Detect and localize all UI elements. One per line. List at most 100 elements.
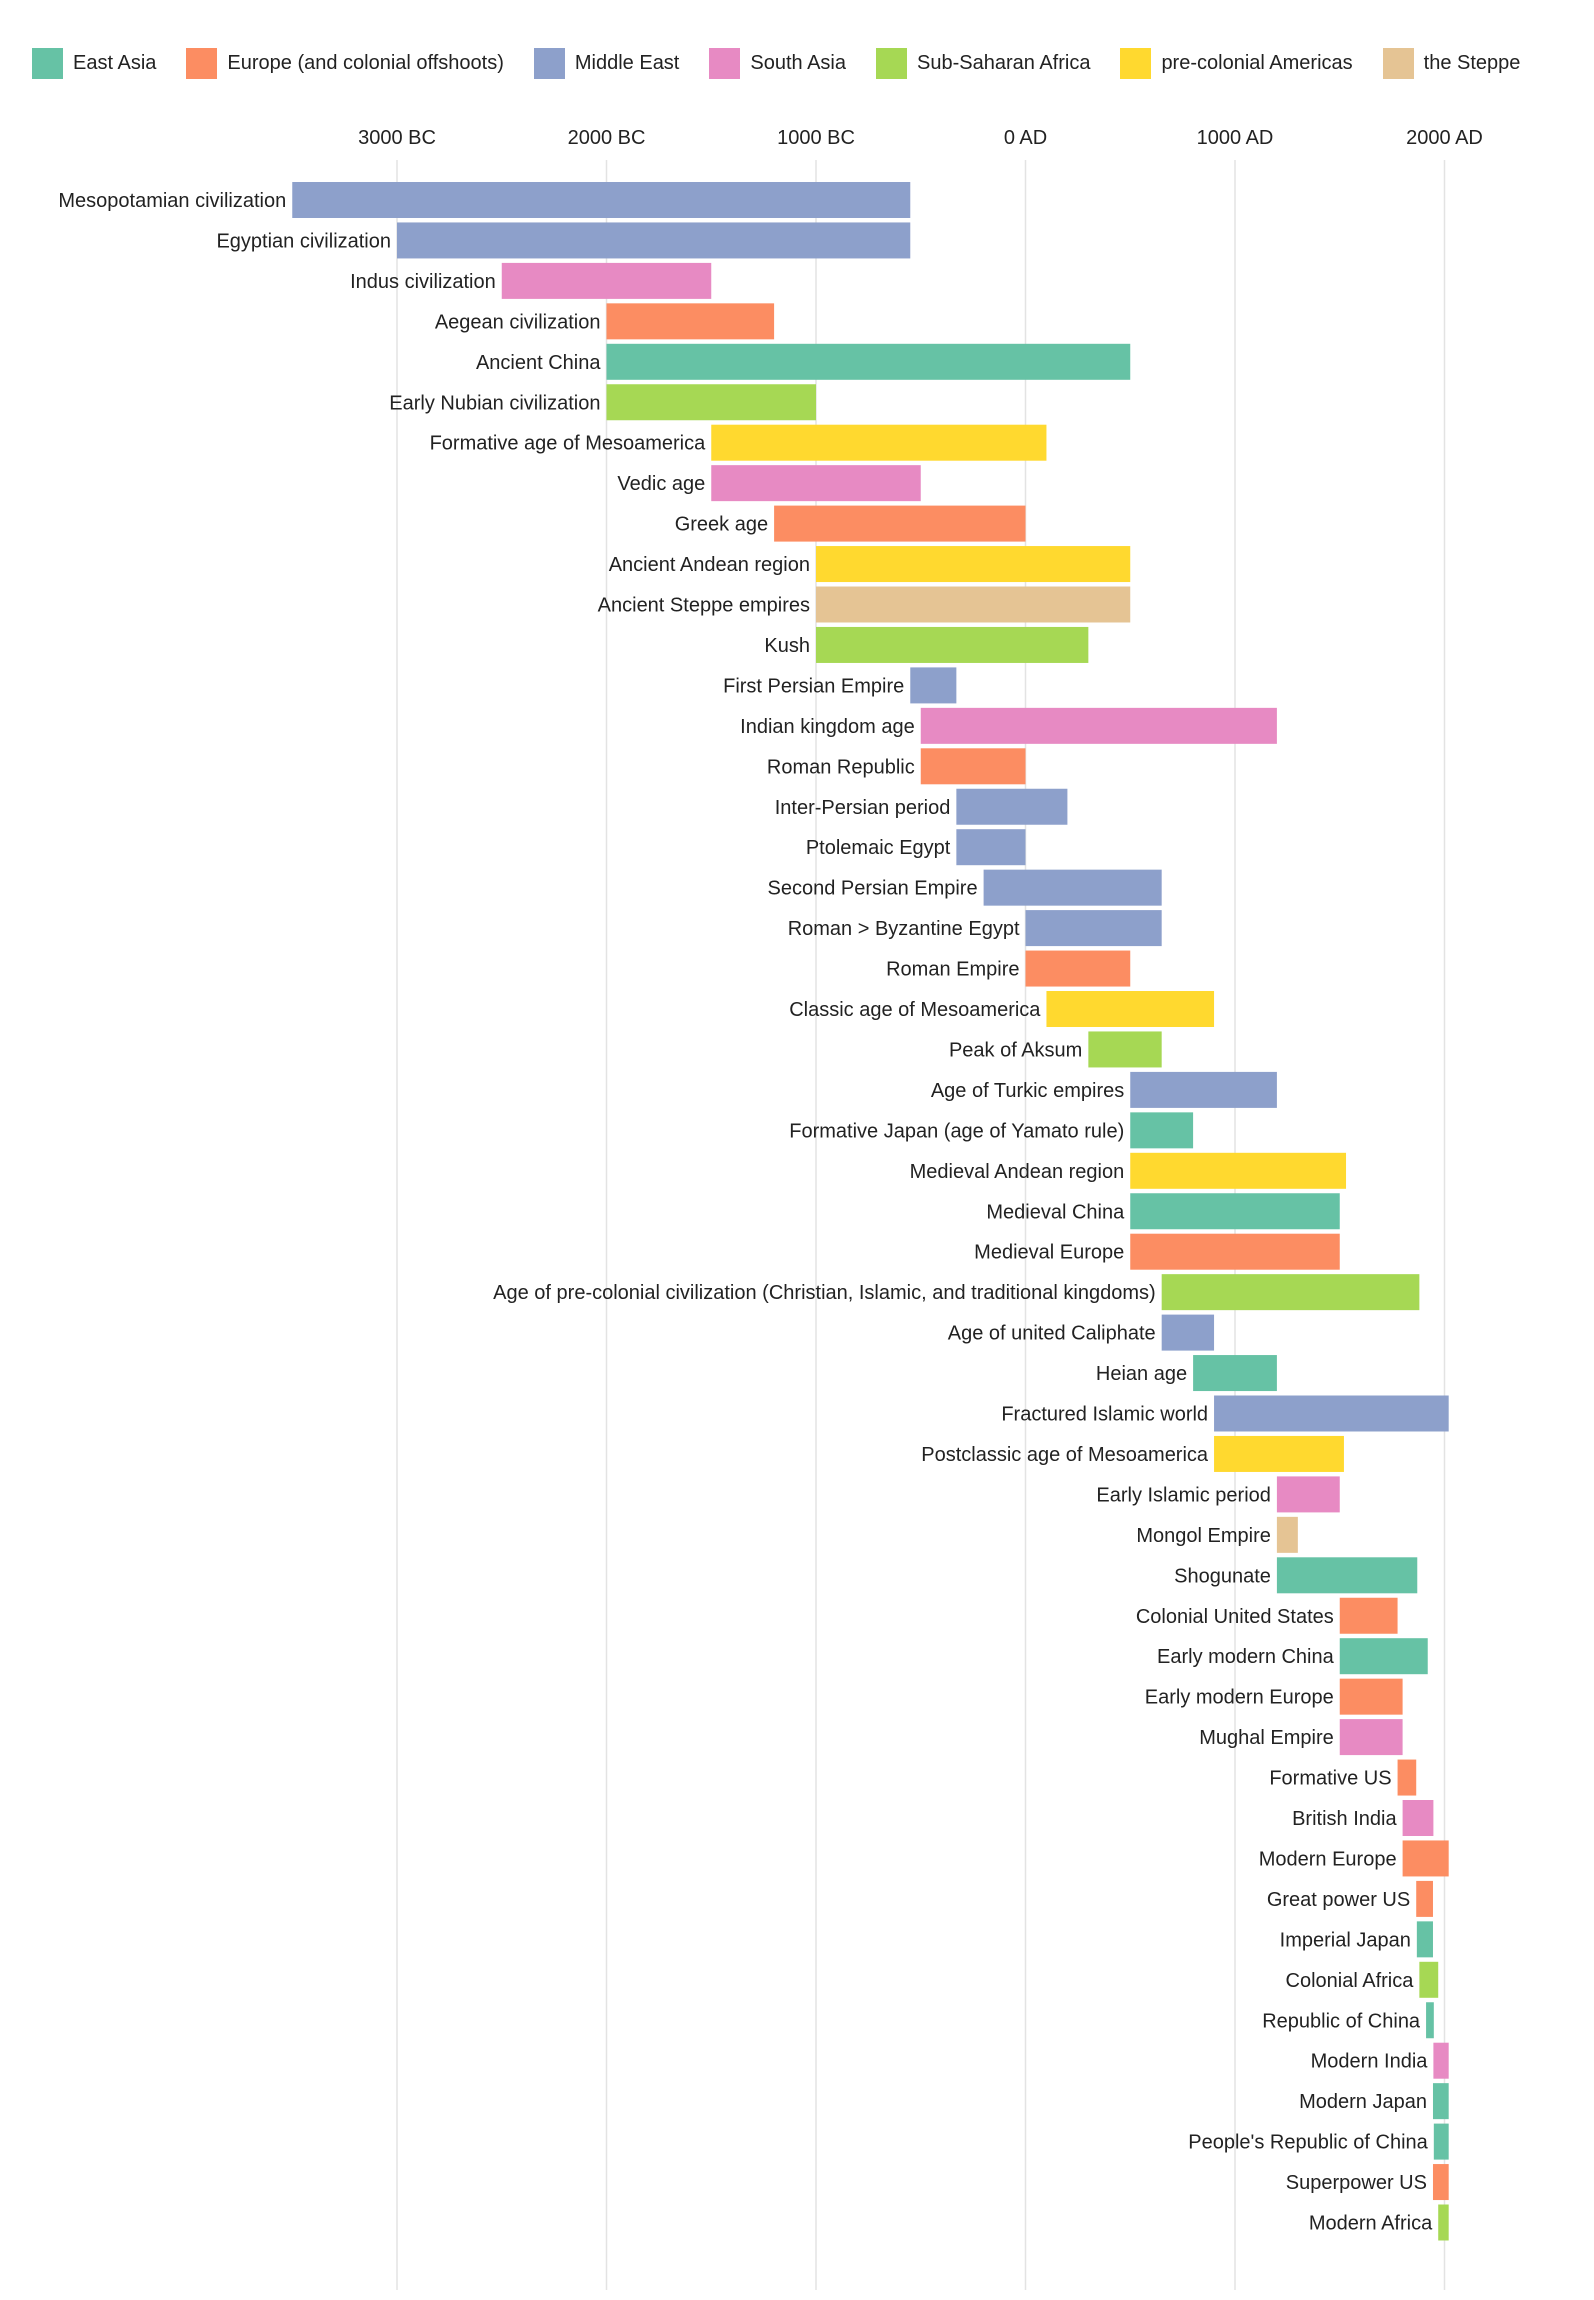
bars-group [292,182,1449,2241]
bar-label: Modern Japan [1299,2091,1427,2113]
bar-label: Early modern China [1157,1646,1335,1668]
bar-label: Medieval China [986,1201,1125,1223]
legend-item-east-asia: East Asia [32,48,156,79]
bar-label: Early Nubian civilization [389,392,600,414]
bar-label: Early Islamic period [1096,1484,1271,1506]
legend-swatch [32,48,63,79]
x-axis-ticks: 3000 BC 2000 BC 1000 BC 0 AD 1000 AD 2000 AD [358,127,1483,149]
x-tick-label: 1000 AD [1197,127,1274,149]
bar-label: Imperial Japan [1280,1929,1411,1951]
legend-item-pre-colonial-americas: pre-colonial Americas [1120,48,1353,79]
bar-british-india [1402,1800,1434,1836]
legend-swatch [876,48,907,79]
bar-formative-japan-age-of-yamato-rule [1130,1112,1194,1149]
bar-label: Vedic age [617,473,705,495]
bar-label: Aegean civilization [435,311,601,333]
bar-mesopotamian-civilization [292,182,911,218]
bar-label: Ancient Andean region [609,554,810,576]
legend-label: the Steppe [1423,52,1521,74]
bar-label: Inter-Persian period [775,797,951,819]
bar-mughal-empire [1339,1719,1403,1756]
bar-republic-of-china [1426,2002,1434,2039]
bar-label: Age of pre-colonial civilization (Christ… [493,1282,1156,1304]
legend-label: East Asia [73,52,157,74]
bar-superpower-us [1432,2164,1449,2201]
bar-ancient-steppe-empires [816,586,1131,623]
bar-label: Early modern Europe [1145,1687,1334,1709]
bar-label: Second Persian Empire [767,878,977,900]
legend-swatch [709,48,741,79]
legend-label: South Asia [750,52,846,74]
bar-label: Mongol Empire [1136,1525,1271,1547]
legend-item-sub-saharan-africa: Sub-Saharan Africa [876,48,1090,79]
bar-label: Indus civilization [350,271,496,293]
bar-age-of-turkic-empires [1130,1071,1277,1108]
bar-label: Classic age of Mesoamerica [789,999,1041,1021]
legend-item-europe-and-colonial-offshoots: Europe (and colonial offshoots) [186,48,504,79]
bar-label: Modern Africa [1309,2213,1433,2235]
bar-early-nubian-civilization [606,384,816,421]
legend-label: Sub-Saharan Africa [917,52,1091,74]
bar-label: First Persian Empire [723,675,904,697]
bar-label: Formative US [1269,1768,1391,1790]
bar-medieval-andean-region [1130,1152,1347,1189]
bar-label: Modern India [1311,2051,1429,2073]
bar-colonial-africa [1419,1961,1439,1998]
bar-shogunate [1276,1557,1418,1594]
bar-aegean-civilization [606,303,775,340]
x-tick-label: 2000 AD [1406,127,1483,149]
bar-ancient-andean-region [816,546,1131,583]
bar-labels-group: Mesopotamian civilization Egyptian civili… [58,190,1433,2235]
chart-legend: East Asia Europe (and colonial offshoots)… [32,48,1550,79]
bar-label: Modern Europe [1259,1848,1397,1870]
bar-label: Mesopotamian civilization [58,190,286,212]
bar-people-s-republic-of-china [1433,2123,1449,2160]
bar-label: Great power US [1267,1889,1410,1911]
bar-label: Egyptian civilization [216,230,391,252]
bar-early-modern-europe [1339,1678,1403,1715]
bar-label: Fractured Islamic world [1001,1404,1208,1426]
bar-modern-europe [1402,1840,1449,1877]
legend-item-middle-east: Middle East [533,48,680,79]
bar-formative-age-of-mesoamerica [711,424,1047,461]
bar-label: Medieval Europe [974,1242,1124,1264]
bar-label: Peak of Aksum [949,1039,1082,1061]
x-tick-label: 0 AD [1004,127,1047,149]
bar-roman-byzantine-egypt [1025,910,1162,947]
legend-label: Middle East [574,52,680,74]
bar-label: Greek age [675,514,768,536]
bar-age-of-united-caliphate [1161,1314,1215,1351]
bar-mongol-empire [1276,1516,1298,1553]
bar-modern-india [1433,2042,1449,2079]
bar-greek-age [774,505,1026,542]
bar-label: British India [1292,1808,1397,1830]
bar-label: Superpower US [1286,2172,1427,2194]
bar-peak-of-aksum [1088,1031,1162,1068]
bar-label: Roman Republic [767,756,915,778]
bar-label: Kush [764,635,810,657]
legend-swatch [1120,48,1152,79]
legend-swatch [186,48,218,79]
bar-indus-civilization [501,262,712,299]
bar-label: Colonial United States [1136,1606,1334,1628]
x-tick-label: 1000 BC [777,127,855,149]
bar-early-islamic-period [1276,1476,1340,1513]
legend-swatch [533,48,565,79]
bar-label: Age of Turkic empires [931,1080,1124,1102]
bar-modern-japan [1432,2083,1449,2120]
bar-modern-africa [1438,2204,1449,2241]
bar-inter-persian-period [956,788,1068,825]
bar-kush [816,626,1089,663]
bar-medieval-china [1130,1193,1340,1230]
bar-label: Ancient China [476,352,601,374]
bar-label: Colonial Africa [1286,1970,1415,1992]
bar-vedic-age [711,465,921,502]
bar-indian-kingdom-age [920,707,1277,744]
bar-imperial-japan [1416,1921,1433,1958]
x-tick-label: 2000 BC [568,127,646,149]
x-tick-label: 3000 BC [358,127,436,149]
bar-heian-age [1193,1355,1277,1392]
bar-roman-empire [1025,950,1131,987]
bar-second-persian-empire [983,869,1162,906]
bar-classic-age-of-mesoamerica [1046,991,1215,1027]
